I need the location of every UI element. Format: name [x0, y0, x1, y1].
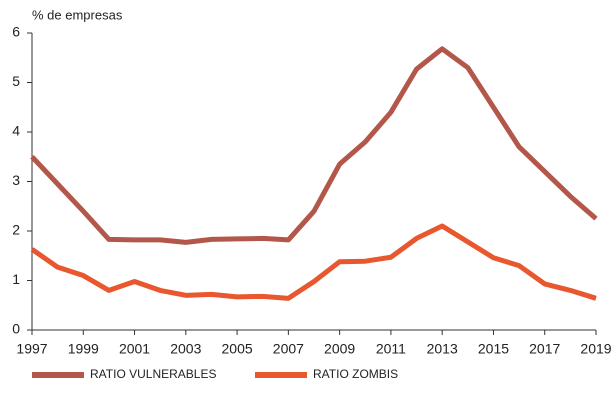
x-tick-label: 1999 — [68, 341, 99, 357]
x-tick-label: 1997 — [16, 341, 47, 357]
x-tick-label: 2017 — [529, 341, 560, 357]
y-tick-label: 1 — [12, 271, 20, 287]
x-tick-label: 2003 — [170, 341, 201, 357]
y-tick-label: 5 — [12, 73, 20, 89]
x-tick-label: 2005 — [222, 341, 253, 357]
y-tick-label: 2 — [12, 222, 20, 238]
legend-label: RATIO ZOMBIS — [313, 367, 398, 381]
x-tick-label: 2015 — [478, 341, 509, 357]
x-tick-label: 2001 — [119, 341, 150, 357]
y-tick-label: 4 — [12, 123, 20, 139]
x-tick-label: 2009 — [324, 341, 355, 357]
x-tick-label: 2019 — [580, 341, 611, 357]
y-tick-label: 6 — [12, 24, 20, 40]
legend-label: RATIO VULNERABLES — [90, 367, 216, 381]
y-tick-label: 3 — [12, 172, 20, 188]
x-tick-label: 2007 — [273, 341, 304, 357]
y-axis-label: % de empresas — [32, 7, 123, 22]
series-line — [30, 46, 598, 245]
series-line — [30, 223, 597, 301]
x-tick-label: 2011 — [376, 341, 406, 357]
x-tick-label: 2013 — [427, 341, 458, 357]
y-tick-label: 0 — [12, 321, 20, 337]
